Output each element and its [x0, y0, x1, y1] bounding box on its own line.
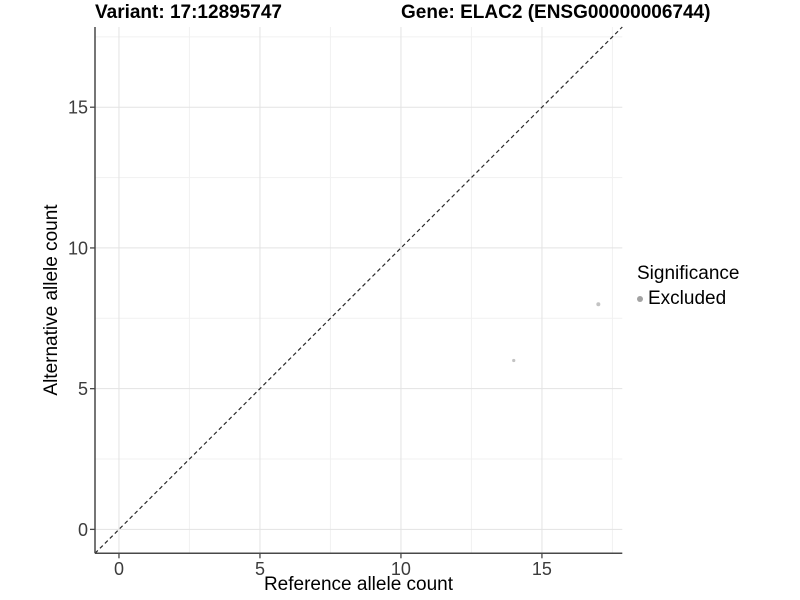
legend: Significance Excluded — [637, 263, 739, 310]
legend-item: Excluded — [637, 288, 739, 310]
legend-title: Significance — [637, 263, 740, 284]
x-tick-label: 5 — [255, 559, 265, 579]
gene-title: Gene: ELAC2 (ENSG00000006744) — [401, 2, 711, 23]
y-tick-label: 5 — [78, 379, 88, 399]
legend-item-label: Excluded — [648, 288, 727, 309]
legend-point-icon — [637, 296, 643, 302]
x-tick-label: 0 — [114, 559, 124, 579]
x-tick-label: 10 — [391, 559, 411, 579]
variant-title: Variant: 17:12895747 — [95, 2, 282, 23]
y-tick-label: 0 — [78, 520, 88, 540]
y-tick-label: 15 — [68, 98, 88, 118]
y-tick-label: 10 — [68, 238, 88, 258]
data-point — [512, 358, 516, 363]
x-axis-title: Reference allele count — [263, 574, 454, 595]
x-tick-label: 15 — [532, 559, 552, 579]
y-axis-title: Alternative allele count — [41, 204, 62, 396]
data-point — [596, 302, 601, 307]
identity-reference-line — [94, 26, 623, 554]
